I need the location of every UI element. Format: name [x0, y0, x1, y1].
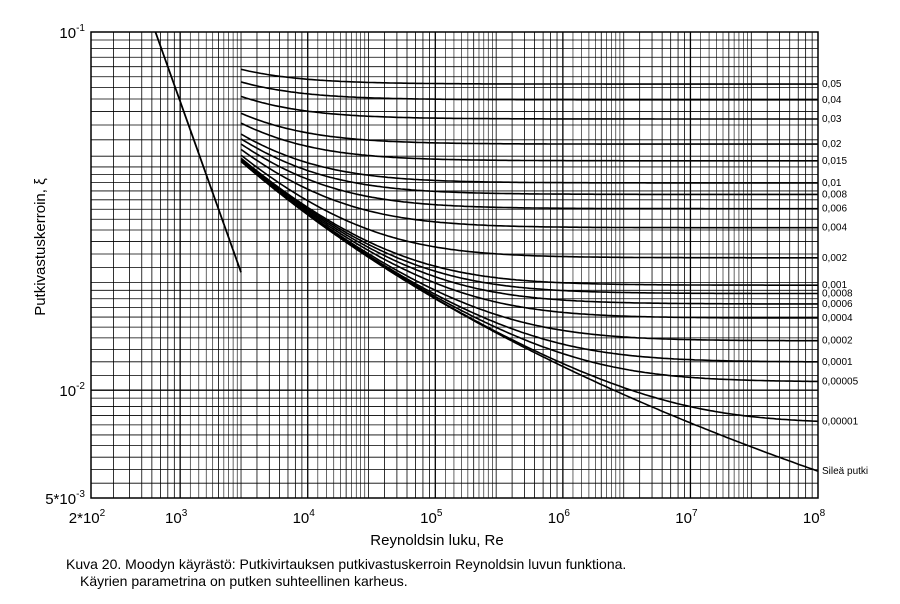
curve-0-0008: [240, 158, 818, 295]
curve-0-002: [240, 154, 818, 259]
caption-line-1: Kuva 20. Moodyn käyrästö: Putkivirtaukse…: [66, 556, 627, 572]
roughness-label: 0,04: [822, 95, 842, 106]
roughness-label: 0,02: [822, 139, 842, 150]
x-axis-label: Reynoldsin luku, Re: [370, 532, 503, 549]
curve-0-015: [240, 122, 818, 162]
roughness-label: 0,001: [822, 280, 847, 291]
x-tick-label: 107: [675, 508, 698, 527]
curve-0-0006: [240, 158, 818, 305]
roughness-label: 0,00005: [822, 376, 859, 387]
y-tick-label: 5*10-3: [45, 489, 85, 508]
roughness-labels: 0,05 0,04 0,03 0,02 0,015 0,010,008 0,006 0,004…: [822, 79, 868, 477]
curve-0-0002: [240, 160, 818, 342]
roughness-label: 0,05: [822, 79, 842, 90]
roughness-label: 0,03: [822, 114, 842, 125]
roughness-label: 0,002: [822, 253, 847, 264]
x-tick-label: 104: [293, 508, 316, 527]
x-tick-label: 2*102: [69, 508, 106, 527]
y-tick-label: 10-2: [59, 381, 85, 400]
roughness-label: 0,0006: [822, 299, 853, 310]
curve-0-006: [240, 143, 818, 210]
plot-frame: [90, 31, 819, 499]
tick-labels: 2*102 103 104 105 106 107 108 10-1 10-2 5*10-3: [45, 23, 825, 527]
roughness-label: 0,006: [822, 204, 847, 215]
curve-0-04: [240, 81, 818, 101]
curve-0-008: [240, 138, 818, 196]
x-tick-label: 103: [165, 508, 188, 527]
roughness-label: 0,01: [822, 178, 842, 189]
roughness-label: 0,015: [822, 156, 847, 167]
y-tick-label: 10-1: [59, 23, 85, 42]
curve-laminar: [154, 31, 242, 273]
curve-Sile-putki: [240, 160, 819, 472]
figure-caption: Kuva 20. Moodyn käyrästö: Putkivirtaukse…: [66, 556, 626, 590]
x-tick-label: 106: [548, 508, 571, 527]
roughness-label: 0,0002: [822, 336, 853, 347]
roughness-label: Sileä putki: [822, 466, 868, 477]
roughness-label: 0,0001: [822, 357, 853, 368]
curve-0-001: [240, 157, 818, 287]
x-tick-label: 105: [420, 508, 443, 527]
curve-0-03: [240, 95, 818, 120]
chart-grid: [91, 32, 818, 498]
roughness-label: 0,008: [822, 189, 847, 200]
curve-0-02: [240, 112, 818, 145]
curve-0-004: [240, 148, 818, 229]
roughness-label: 0,00001: [822, 416, 859, 427]
curve-0-01: [240, 133, 818, 184]
caption-line-2: Käyrien parametrina on putken suhteellin…: [80, 573, 408, 589]
roughness-label: 0,0008: [822, 289, 853, 300]
curve-0-00001: [240, 160, 819, 423]
roughness-label: 0,0004: [822, 313, 853, 324]
curve-0-05: [240, 68, 818, 85]
curve-0-0004: [240, 159, 818, 319]
x-tick-label: 108: [803, 508, 826, 527]
curves-group: [154, 31, 819, 472]
y-axis-label: Putkivastuskerroin, ξ: [32, 178, 49, 316]
roughness-label: 0,004: [822, 223, 847, 234]
